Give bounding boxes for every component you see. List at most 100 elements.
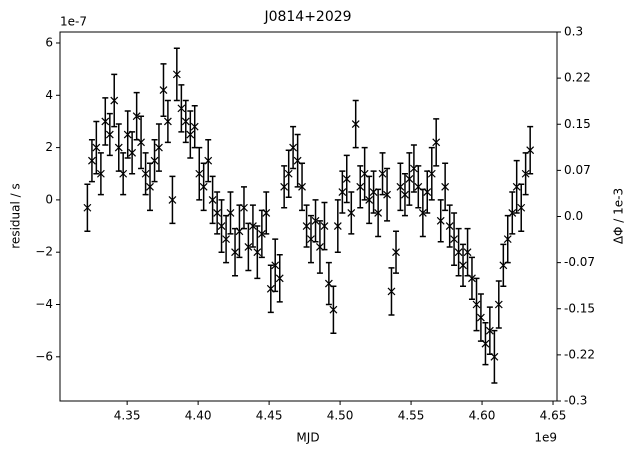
marker <box>257 229 266 238</box>
y-tick-label: 4 <box>45 88 53 102</box>
marker <box>289 143 298 152</box>
x-tick-label: 4.60 <box>469 409 496 423</box>
y2-tick-label: 0.15 <box>564 117 591 131</box>
marker <box>526 146 535 155</box>
marker <box>96 169 105 178</box>
marker <box>222 235 231 244</box>
x-tick-label: 4.45 <box>256 409 283 423</box>
marker <box>423 188 432 196</box>
marker <box>271 261 280 270</box>
marker <box>177 104 186 113</box>
marker <box>128 148 137 157</box>
marker <box>155 143 163 152</box>
x-tick-label: 4.50 <box>327 409 354 423</box>
marker <box>441 182 450 191</box>
marker <box>418 209 427 217</box>
marker <box>141 169 150 178</box>
marker <box>320 222 329 230</box>
y2-tick-label: -0.07 <box>564 255 595 269</box>
y2-tick-label: 0.3 <box>564 25 583 39</box>
marker <box>338 188 347 196</box>
marker <box>83 203 92 212</box>
marker <box>302 222 311 230</box>
marker <box>481 339 490 348</box>
marker <box>105 130 114 139</box>
marker <box>262 209 271 217</box>
marker <box>396 182 405 191</box>
x-axis-label: MJD <box>296 431 319 445</box>
marker <box>405 175 414 183</box>
marker <box>356 182 365 191</box>
marker <box>181 117 190 126</box>
y2-axis-label: ΔΦ / 1e-3 <box>612 188 626 244</box>
marker <box>494 300 503 309</box>
marker <box>436 216 445 225</box>
marker <box>503 235 512 244</box>
y-tick-label: 0 <box>45 192 53 206</box>
marker <box>329 305 338 314</box>
marker <box>253 248 262 257</box>
y-axis-label: residual / s <box>9 183 23 248</box>
marker <box>378 169 387 178</box>
marker <box>454 248 463 257</box>
marker <box>150 156 159 165</box>
marker <box>284 169 293 178</box>
marker <box>132 112 141 121</box>
marker <box>351 120 360 128</box>
marker <box>521 169 530 178</box>
marker <box>163 117 172 126</box>
x-tick-label: 4.35 <box>114 409 141 423</box>
y-tick-label: −6 <box>35 349 53 363</box>
marker <box>159 86 168 94</box>
x-offset: 1e9 <box>534 431 557 445</box>
marker <box>101 117 110 126</box>
marker <box>472 300 481 309</box>
y-tick-label: −2 <box>35 245 53 259</box>
marker <box>383 190 391 199</box>
marker <box>217 222 226 230</box>
marker <box>311 216 320 225</box>
y2-tick-label: -0.3 <box>564 394 587 408</box>
marker <box>463 248 472 257</box>
marker <box>374 209 383 217</box>
marker <box>468 274 476 283</box>
y2-tick-label: -0.22 <box>564 347 595 361</box>
marker <box>88 156 96 165</box>
marker <box>186 130 195 139</box>
marker <box>476 313 485 322</box>
y2-tick-label: 0.0 <box>564 209 583 223</box>
marker <box>445 222 454 230</box>
marker <box>168 195 177 204</box>
marker <box>392 248 400 257</box>
marker <box>365 195 374 204</box>
marker <box>199 182 208 191</box>
marker <box>119 169 128 178</box>
marker <box>485 326 494 335</box>
x-tick-label: 4.55 <box>398 409 425 423</box>
y-offset: 1e-7 <box>60 15 87 29</box>
marker <box>213 209 222 217</box>
marker <box>508 209 517 217</box>
marker <box>401 190 409 199</box>
chart-title: J0814+2029 <box>263 9 351 25</box>
marker <box>204 156 213 165</box>
marker <box>347 209 356 217</box>
y-tick-label: −4 <box>35 297 53 311</box>
marker <box>459 261 467 270</box>
marker <box>231 248 239 257</box>
marker <box>342 175 351 183</box>
marker <box>240 203 248 212</box>
marker <box>387 287 396 296</box>
marker <box>92 143 101 152</box>
marker <box>298 182 306 191</box>
plot-frame <box>59 31 558 402</box>
marker <box>244 243 253 251</box>
marker <box>275 274 284 283</box>
marker <box>427 169 436 178</box>
marker <box>450 235 459 244</box>
marker <box>114 143 123 152</box>
y2-tick-label: -0.15 <box>564 301 595 315</box>
marker <box>172 70 181 79</box>
marker <box>208 195 217 204</box>
marker <box>195 169 204 178</box>
